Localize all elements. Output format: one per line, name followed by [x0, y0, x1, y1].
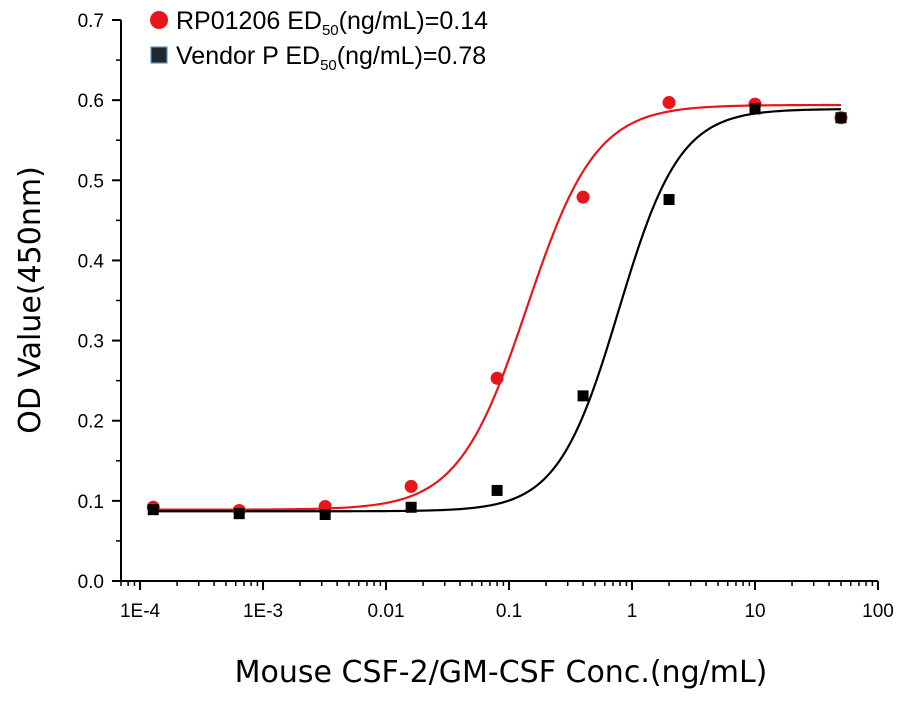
x-tick-label: 0.1	[496, 601, 522, 622]
data-point	[749, 103, 761, 115]
y-tick-label: 0.1	[78, 492, 104, 513]
fit-curves	[153, 103, 841, 513]
plot-frame	[120, 20, 878, 582]
data-points	[146, 96, 848, 520]
y-tick-label: 0.0	[78, 572, 104, 593]
x-tick-label: 100	[862, 601, 894, 622]
data-point	[577, 390, 589, 402]
legend-label: Vendor P ED50(ng/mL)=0.78	[176, 42, 486, 74]
x-axis-ticks: 1E-4 1E-3 0.01 0.1 1 10 100	[120, 581, 894, 622]
y-axis-title: OD Value(450nm)	[13, 166, 48, 434]
x-tick-label: 1E-4	[120, 601, 161, 622]
y-tick-label: 0.7	[78, 11, 104, 32]
data-point	[491, 484, 503, 496]
data-point	[576, 190, 590, 204]
legend-label-tail: (ng/mL)=0.14	[339, 7, 488, 35]
x-tick-label: 0.01	[368, 601, 405, 622]
data-point	[405, 501, 417, 513]
y-tick-label: 0.2	[78, 412, 104, 433]
fit-curve	[153, 108, 841, 513]
y-tick-label: 0.6	[78, 91, 104, 112]
legend-label-subscript: 50	[322, 22, 339, 39]
legend-label-main: RP01206 ED	[176, 7, 322, 35]
data-point	[404, 479, 418, 493]
data-point	[147, 504, 159, 516]
legend-label-tail: (ng/mL)=0.78	[337, 42, 486, 70]
data-point	[662, 96, 676, 110]
data-point	[663, 194, 675, 206]
x-tick-label: 10	[744, 601, 765, 622]
x-tick-label: 1E-3	[243, 601, 283, 622]
legend-label: RP01206 ED50(ng/mL)=0.14	[176, 7, 488, 39]
legend-label-subscript: 50	[320, 57, 337, 74]
x-axis-title: Mouse CSF-2/GM-CSF Conc.(ng/mL)	[235, 655, 768, 690]
legend-label-main: Vendor P ED	[176, 42, 320, 70]
y-tick-label: 0.5	[78, 171, 104, 192]
legend-marker	[150, 46, 168, 64]
data-point	[233, 508, 245, 520]
data-point	[490, 371, 504, 385]
y-axis-ticks: 0.0 0.1 0.2 0.3 0.4 0.5 0.6 0.7	[78, 11, 121, 593]
legend-marker	[150, 11, 168, 29]
y-tick-label: 0.3	[78, 332, 104, 353]
x-tick-label: 1	[627, 601, 638, 622]
data-point	[319, 508, 331, 520]
y-tick-label: 0.4	[78, 251, 105, 272]
data-point	[835, 112, 847, 124]
fit-curve	[153, 103, 841, 511]
